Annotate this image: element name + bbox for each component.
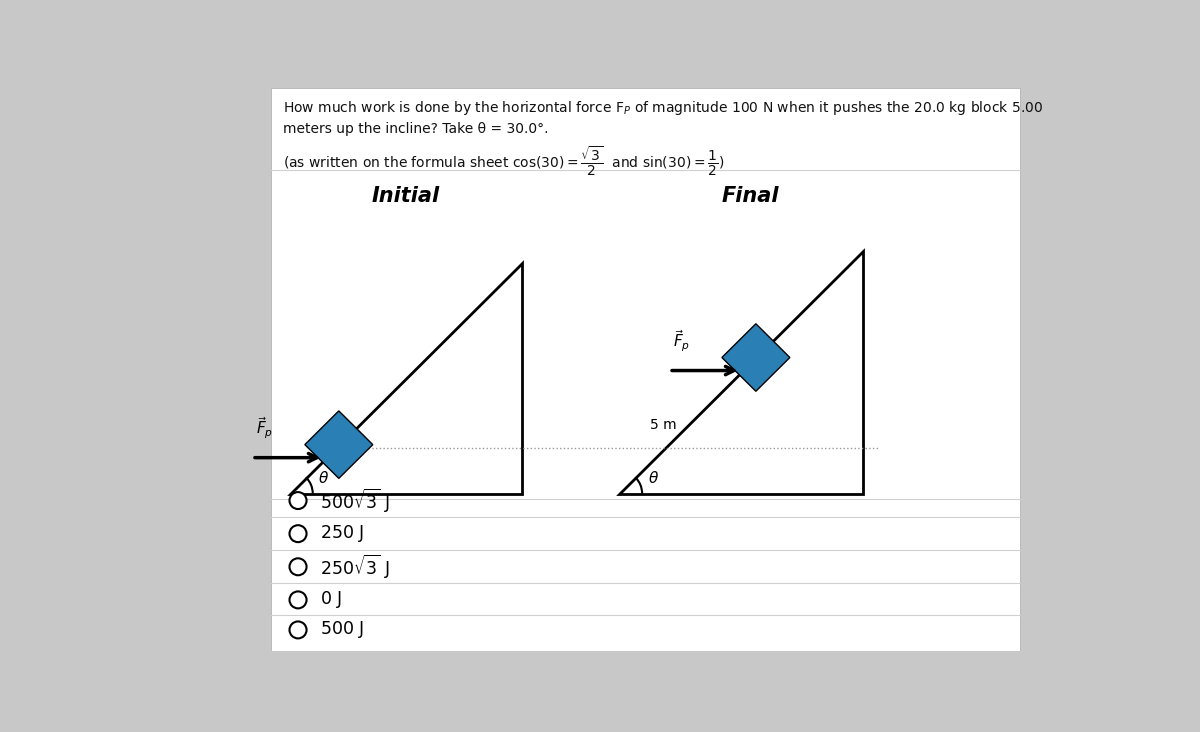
Text: Final: Final	[722, 186, 779, 206]
Text: $250\sqrt{3}$ J: $250\sqrt{3}$ J	[319, 553, 389, 580]
Text: Initial: Initial	[372, 186, 440, 206]
Text: (as written on the formula sheet $\cos(30) = \dfrac{\sqrt{3}}{2}$  and $\sin(30): (as written on the formula sheet $\cos(3…	[282, 145, 724, 178]
Text: meters up the incline? Take θ = 30.0°.: meters up the incline? Take θ = 30.0°.	[282, 122, 548, 135]
Circle shape	[289, 525, 306, 542]
Polygon shape	[619, 251, 863, 493]
Polygon shape	[722, 324, 790, 392]
Text: $500\sqrt{3}$ J: $500\sqrt{3}$ J	[319, 487, 389, 515]
Text: θ: θ	[648, 471, 658, 486]
Text: 5 m: 5 m	[650, 418, 677, 432]
Text: $250$ J: $250$ J	[319, 523, 364, 544]
Text: $\vec{F}_p$: $\vec{F}_p$	[673, 328, 690, 354]
Text: How much work is done by the horizontal force F$_P$ of magnitude 100 N when it p: How much work is done by the horizontal …	[282, 99, 1043, 116]
Text: $0$ J: $0$ J	[319, 589, 342, 610]
FancyBboxPatch shape	[271, 88, 1020, 651]
Circle shape	[289, 492, 306, 509]
Circle shape	[289, 591, 306, 608]
Polygon shape	[305, 411, 373, 479]
Text: $\vec{F}_p$: $\vec{F}_p$	[256, 415, 274, 441]
Text: θ: θ	[319, 471, 329, 486]
Polygon shape	[289, 263, 522, 493]
Circle shape	[289, 559, 306, 575]
Circle shape	[289, 621, 306, 638]
Text: $500$ J: $500$ J	[319, 619, 364, 640]
